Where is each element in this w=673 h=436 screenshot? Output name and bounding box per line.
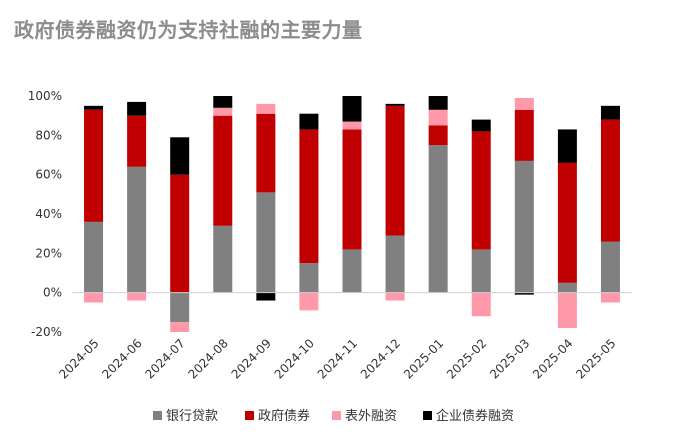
bar-segment-1: [299, 129, 319, 264]
legend-swatch: [153, 411, 162, 420]
bar-segment-0: [342, 249, 362, 293]
x-tick-label: 2024-09: [229, 336, 274, 381]
x-tick-label: 2024-05: [56, 336, 101, 381]
bar-segment-1: [256, 113, 276, 193]
bar-segment-0: [385, 235, 405, 293]
y-tick-label: -20%: [31, 325, 62, 339]
bar-segment-0: [299, 263, 319, 293]
legend-swatch: [245, 411, 254, 420]
legend-label: 银行贷款: [166, 409, 218, 424]
bar-segment-1: [170, 174, 190, 293]
y-axis: -20% 0% 20% 40% 60% 80% 100%: [28, 89, 62, 339]
legend: 银行贷款 政府债券 表外融资 企业债券融资: [153, 408, 514, 424]
bar-segment-3: [170, 137, 190, 175]
chart-title: 政府债券融资仍为支持社融的主要力量: [14, 18, 363, 42]
bar-segment-1: [342, 129, 362, 250]
bar-segment-3: [557, 129, 577, 163]
bar-segment-2: [299, 292, 319, 311]
bar-segment-1: [514, 109, 534, 161]
bar-segment-2: [342, 121, 362, 130]
bar-segment-0: [471, 249, 491, 293]
bar-segment-0: [170, 292, 190, 323]
legend-label: 企业债券融资: [436, 408, 514, 424]
bar-segment-2: [557, 292, 577, 329]
bar-segment-3: [600, 105, 620, 120]
bar-segment-2: [514, 97, 534, 110]
bar-segment-1: [84, 109, 104, 222]
bar-segment-2: [213, 107, 233, 116]
bar-segment-3: [342, 96, 362, 122]
bar-segment-0: [84, 221, 104, 293]
y-tick-label: 80%: [35, 128, 62, 142]
x-tick-label: 2025-02: [444, 336, 489, 381]
legend-swatch: [423, 411, 432, 420]
bar-segment-0: [557, 282, 577, 293]
y-tick-label: 0%: [43, 286, 62, 300]
bar-segment-1: [471, 131, 491, 250]
bar-segment-3: [256, 292, 276, 301]
x-axis: 2024-052024-062024-072024-082024-092024-…: [56, 336, 618, 381]
bar-segment-0: [514, 160, 534, 293]
y-tick-label: 60%: [35, 168, 62, 182]
bar-segment-2: [127, 292, 147, 301]
bar-segment-3: [471, 119, 491, 132]
bar-segment-1: [385, 105, 405, 236]
bar-segment-2: [600, 292, 620, 303]
bar-segment-0: [213, 225, 233, 293]
x-tick-label: 2024-07: [142, 336, 187, 381]
bar-segment-1: [428, 125, 448, 146]
x-tick-label: 2025-03: [487, 336, 532, 381]
bar-segment-2: [170, 322, 190, 332]
x-tick-label: 2024-06: [99, 336, 144, 381]
x-tick-label: 2024-12: [358, 336, 403, 381]
x-tick-label: 2024-08: [186, 336, 231, 381]
bar-segment-2: [256, 103, 276, 114]
legend-swatch: [332, 411, 341, 420]
legend-label: 政府债券: [258, 408, 310, 424]
bar-segment-1: [557, 162, 577, 283]
x-tick-label: 2025-05: [573, 336, 618, 381]
bar-segment-3: [299, 113, 319, 130]
bar-segment-2: [428, 109, 448, 126]
bars-group: [84, 96, 620, 332]
bar-segment-2: [385, 292, 405, 301]
bar-segment-3: [127, 101, 147, 116]
x-tick-label: 2025-04: [530, 336, 575, 381]
bar-segment-1: [213, 115, 233, 226]
bar-segment-3: [84, 105, 104, 110]
bar-segment-1: [127, 115, 147, 167]
bar-segment-2: [471, 292, 491, 317]
bar-segment-0: [256, 192, 276, 293]
legend-label: 表外融资: [345, 409, 397, 424]
bar-segment-3: [514, 292, 534, 295]
bar-segment-0: [428, 145, 448, 293]
bar-segment-2: [84, 292, 104, 303]
bar-segment-1: [600, 119, 620, 242]
x-tick-label: 2024-10: [272, 336, 317, 381]
y-tick-label: 100%: [28, 89, 62, 103]
y-tick-label: 20%: [35, 246, 62, 260]
y-tick-label: 40%: [35, 207, 62, 221]
bar-segment-0: [600, 241, 620, 293]
bar-segment-3: [428, 96, 448, 110]
x-tick-label: 2025-01: [401, 336, 446, 381]
x-tick-label: 2024-11: [315, 336, 360, 381]
bar-segment-3: [213, 96, 233, 108]
bar-segment-3: [385, 103, 405, 106]
bar-segment-0: [127, 166, 147, 293]
